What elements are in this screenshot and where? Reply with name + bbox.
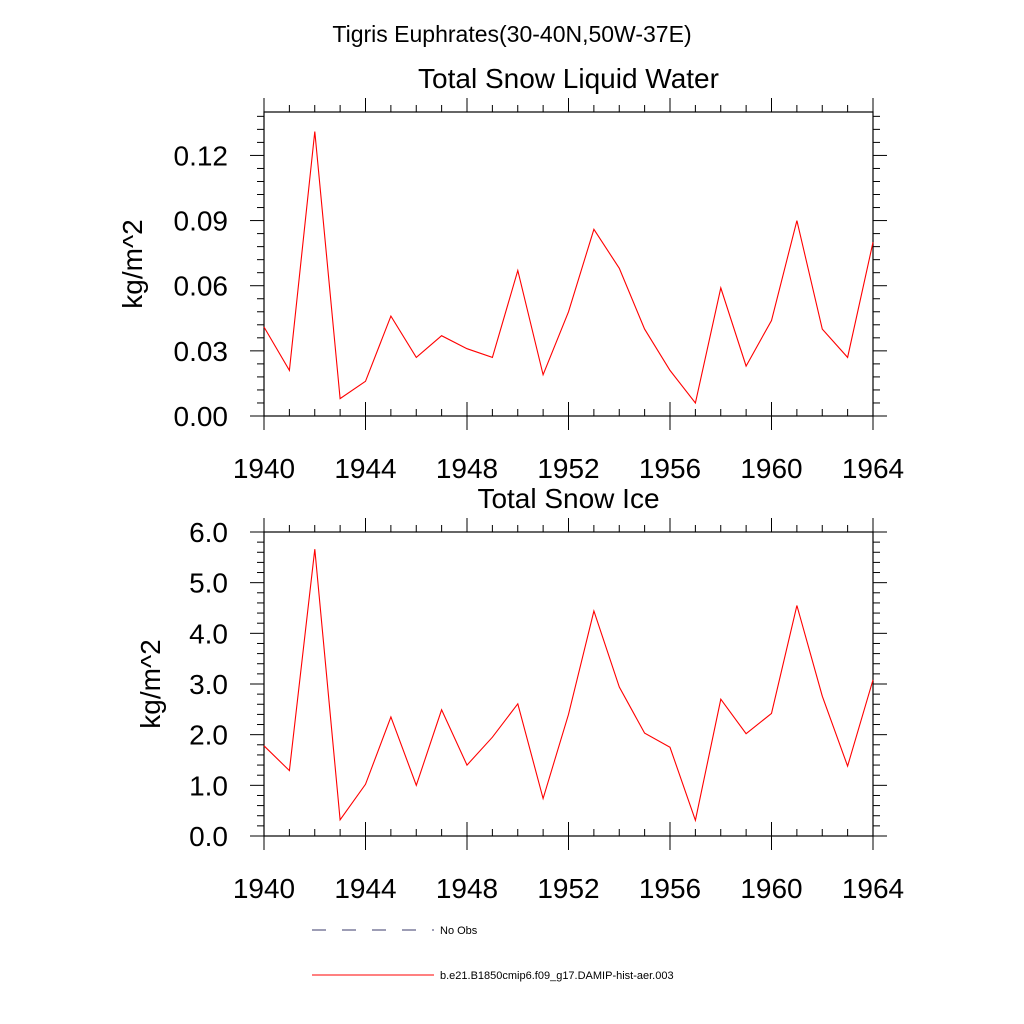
x-tick-label: 1964 xyxy=(842,873,904,904)
x-tick-label: 1948 xyxy=(436,453,498,484)
chart-panel-1: Total Snow Liquid Water kg/m^2 1940 1944 194… xyxy=(117,63,904,484)
plot-frame xyxy=(263,531,874,837)
y-tick-label: 0.09 xyxy=(174,206,229,237)
y-tick-label: 1.0 xyxy=(189,770,228,801)
y-tick-label: 2.0 xyxy=(189,720,228,751)
x-tick-label: 1944 xyxy=(334,873,396,904)
x-tick-label: 1940 xyxy=(233,453,295,484)
x-tick-label: 1956 xyxy=(639,453,701,484)
y-tick-label: 6.0 xyxy=(189,517,228,548)
figure-title: Tigris Euphrates(30-40N,50W-37E) xyxy=(332,21,691,47)
plot-frame xyxy=(263,111,874,417)
y-tick-label: 0.0 xyxy=(189,821,228,852)
x-tick-label: 1960 xyxy=(740,873,802,904)
y-tick-label: 5.0 xyxy=(189,568,228,599)
y-tick-label: 0.00 xyxy=(174,401,229,432)
y-tick-label: 0.03 xyxy=(174,336,229,367)
legend-label: No Obs xyxy=(440,925,478,937)
chart-panels: Total Snow Liquid Water kg/m^2 1940 1944 194… xyxy=(117,63,904,904)
series-line xyxy=(263,131,874,405)
x-tick-label: 1964 xyxy=(842,453,904,484)
chart-title: Total Snow Ice xyxy=(477,483,659,514)
x-tick-label: 1948 xyxy=(436,873,498,904)
x-tick-label: 1944 xyxy=(334,453,396,484)
x-tick-label: 1952 xyxy=(537,873,599,904)
y-tick-label: 0.12 xyxy=(174,140,229,171)
chart-title: Total Snow Liquid Water xyxy=(418,63,719,94)
chart-panel-2: Total Snow Ice kg/m^2 1940 1944 1948 1952 1956… xyxy=(135,483,904,904)
x-tick-label: 1952 xyxy=(537,453,599,484)
y-axis-label: kg/m^2 xyxy=(135,639,166,728)
y-tick-label: 4.0 xyxy=(189,618,228,649)
x-tick-label: 1940 xyxy=(233,873,295,904)
series-line xyxy=(263,549,874,823)
x-tick-label: 1956 xyxy=(639,873,701,904)
legend: No Obs b.e21.B1850cmip6.f09_g17.DAMIP-his… xyxy=(312,925,674,982)
y-axis-label: kg/m^2 xyxy=(117,219,148,308)
legend-label: b.e21.B1850cmip6.f09_g17.DAMIP-hist-aer.… xyxy=(440,970,674,982)
y-tick-label: 0.06 xyxy=(174,271,229,302)
x-tick-label: 1960 xyxy=(740,453,802,484)
y-tick-label: 3.0 xyxy=(189,669,228,700)
